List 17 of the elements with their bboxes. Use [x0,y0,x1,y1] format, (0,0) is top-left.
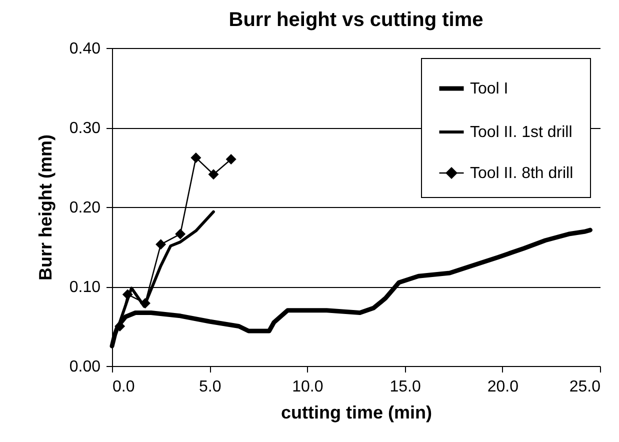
x-tick-label: 0.0 [112,378,135,396]
y-tick-label: 0.10 [69,279,101,296]
x-tick-label: 10.0 [292,378,324,396]
x-tick-label: 15.0 [390,378,421,396]
y-tick-label: 0.40 [69,40,101,58]
x-tick-label: 20.0 [487,378,519,396]
legend-label: Tool II. 8th drill [470,165,574,182]
legend-label: Tool I [470,80,508,98]
x-tick-label: 5.0 [198,378,222,396]
y-tick-label: 0.20 [69,200,101,216]
y-tick-label: 0.00 [69,358,101,376]
y-tick-label: 0.30 [69,120,101,137]
x-tick-label: 25.0 [569,378,601,396]
x-axis-title: cutting time (min) [281,402,432,422]
chart-title: Burr height vs cutting time [228,9,484,31]
legend-label: Tool II. 1st drill [470,124,572,141]
y-axis-title: Burr height (mm) [35,134,56,280]
